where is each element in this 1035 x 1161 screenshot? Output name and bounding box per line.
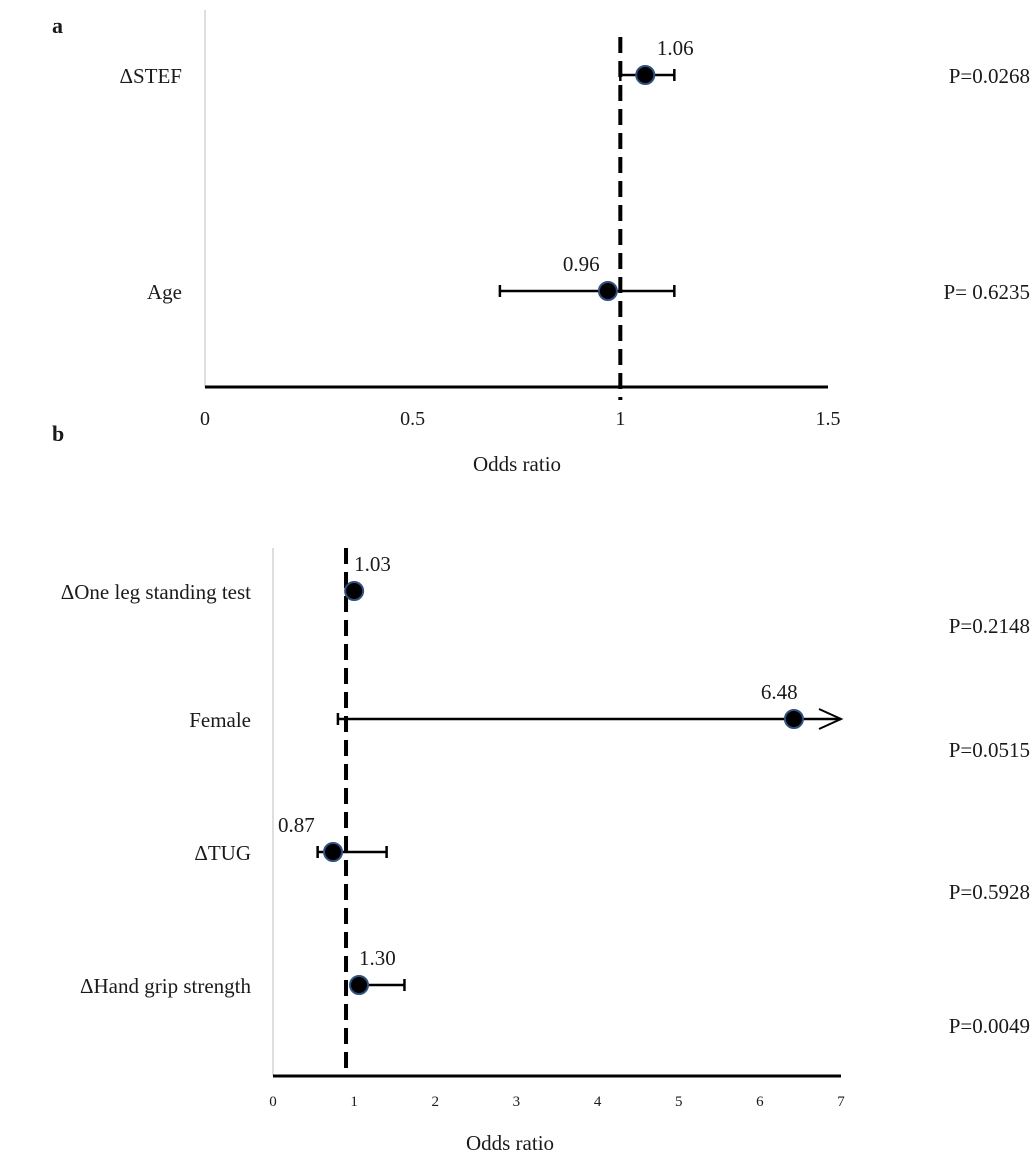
p-value-label: P=0.5928 (949, 880, 1030, 904)
row-label: Female (189, 708, 251, 732)
panel-b-letter: b (52, 421, 64, 446)
odds-ratio-label: 1.06 (657, 36, 694, 60)
x-tick-label: 1 (615, 408, 625, 430)
p-value-label: P=0.0049 (949, 1014, 1030, 1038)
x-tick-label: 3 (513, 1094, 521, 1110)
row-label: ΔOne leg standing test (61, 580, 251, 604)
panel-a-letter: a (52, 13, 63, 38)
row-label: ΔTUG (194, 841, 251, 865)
odds-ratio-point (324, 843, 342, 861)
panel-b-x-axis-title: Odds ratio (466, 1131, 554, 1155)
x-tick-label: 0 (200, 408, 210, 430)
odds-ratio-point (350, 976, 368, 994)
x-tick-label: 1 (350, 1094, 358, 1110)
odds-ratio-point (345, 582, 363, 600)
row-label: ΔHand grip strength (80, 974, 251, 998)
panel-a-x-axis-title: Odds ratio (473, 452, 561, 476)
odds-ratio-point (636, 66, 654, 84)
odds-ratio-label: 1.30 (359, 946, 396, 970)
p-value-label: P= 0.6235 (943, 280, 1030, 304)
p-value-label: P=0.0515 (949, 738, 1030, 762)
row-label: ΔSTEF (119, 64, 182, 88)
x-tick-label: 5 (675, 1094, 683, 1110)
x-tick-label: 6 (756, 1094, 764, 1110)
p-value-label: P=0.2148 (949, 614, 1030, 638)
p-value-label: P=0.0268 (949, 64, 1030, 88)
odds-ratio-label: 6.48 (761, 680, 798, 704)
panel-a-plot: 0 0.5 1 1.5 ΔSTEF P=0.0268 1.06 Age P= 0.6235 0.9… (119, 36, 1030, 430)
odds-ratio-label: 0.87 (278, 813, 315, 837)
row-label: Age (147, 280, 182, 304)
odds-ratio-point (599, 282, 617, 300)
x-tick-label: 0.5 (400, 408, 425, 430)
x-tick-label: 7 (837, 1094, 845, 1110)
odds-ratio-point (785, 710, 803, 728)
x-tick-label: 0 (269, 1094, 277, 1110)
x-tick-label: 2 (432, 1094, 440, 1110)
odds-ratio-label: 1.03 (354, 552, 391, 576)
odds-ratio-label: 0.96 (563, 252, 600, 276)
x-tick-label: 4 (594, 1094, 602, 1110)
x-tick-label: 1.5 (816, 408, 841, 430)
panel-b-plot: 0 1 2 3 4 5 6 7 ΔOne leg standing test P=0.2148 1.… (61, 548, 1030, 1110)
